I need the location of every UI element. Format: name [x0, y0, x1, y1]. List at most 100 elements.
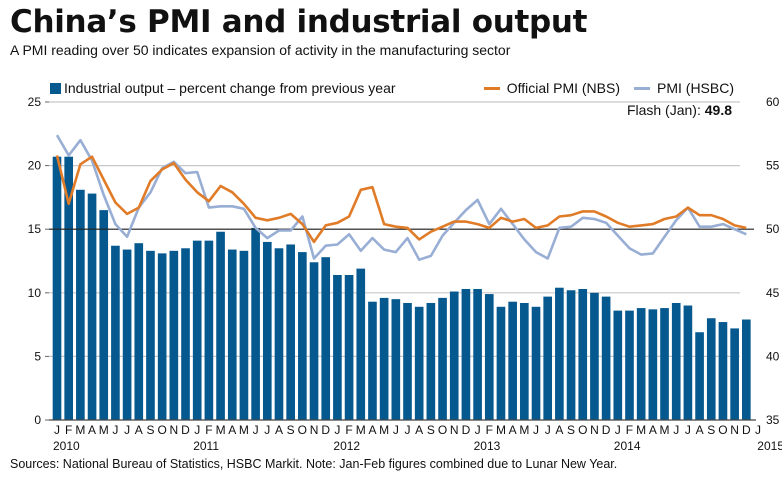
right-axis-tick-label: 55 [766, 159, 780, 173]
legend-swatch-nbs [483, 86, 500, 90]
right-axis-tick-label: 60 [766, 95, 780, 109]
flash-annotation: Flash (Jan): 49.8 [627, 102, 732, 118]
x-axis-month-label: D [742, 423, 751, 437]
bar-industrial-output [566, 290, 576, 420]
bar-industrial-output [414, 306, 424, 420]
x-axis-month-label: J [405, 423, 411, 437]
bar-industrial-output [286, 244, 295, 420]
x-axis-year-label: 2012 [333, 439, 360, 453]
x-axis-month-label: F [205, 423, 212, 437]
x-axis-month-label: F [626, 423, 633, 437]
x-axis-month-label: S [146, 423, 154, 437]
bar-industrial-output [403, 302, 412, 420]
x-axis-year-label: 2010 [53, 439, 80, 453]
x-axis-month-label: J [685, 423, 691, 437]
x-axis-month-label: M [99, 423, 109, 437]
bar-industrial-output [87, 193, 97, 420]
x-axis-month-label: S [567, 423, 575, 437]
x-axis-month-label: M [519, 423, 529, 437]
chart-subtitle: A PMI reading over 50 indicates expansio… [10, 42, 511, 58]
x-axis-month-label: O [438, 423, 447, 437]
bar-industrial-output [52, 156, 62, 421]
bar-industrial-output [683, 305, 693, 420]
bar-industrial-output [590, 292, 599, 420]
x-axis-month-label: S [427, 423, 435, 437]
bar-industrial-output [671, 302, 681, 420]
line-official-pmi-nbs [55, 155, 747, 244]
chart-footer: Sources: National Bureau of Statistics, … [10, 457, 618, 471]
legend-label-industrial-output: Industrial output – percent change from … [64, 80, 396, 96]
bar-industrial-output [344, 274, 354, 420]
bar-industrial-output [356, 268, 366, 420]
x-axis-month-label: J [533, 423, 539, 437]
x-axis-month-label: M [636, 423, 646, 437]
bar-industrial-output [99, 210, 109, 420]
x-axis-month-label: O [578, 423, 587, 437]
bar-industrial-output [251, 227, 260, 420]
x-axis-month-label: M [660, 423, 670, 437]
bar-industrial-output [613, 310, 623, 420]
x-axis-month-label: M [496, 423, 506, 437]
x-axis-month-label: D [181, 423, 190, 437]
legend-industrial-output: Industrial output – percent change from … [50, 80, 396, 96]
x-axis-month-label: S [707, 423, 715, 437]
legend-swatch-bar [50, 82, 61, 94]
bar-industrial-output [111, 245, 120, 420]
x-axis-month-label: A [555, 423, 563, 437]
x-axis-month-label: M [379, 423, 389, 437]
x-axis-month-label: M [216, 423, 226, 437]
bar-industrial-output [227, 249, 237, 420]
x-axis-month-label: J [755, 423, 761, 437]
bar-industrial-output [298, 252, 307, 420]
x-axis-month-label: O [157, 423, 166, 437]
left-axis-tick-label: 5 [34, 349, 41, 363]
bar-industrial-output [484, 294, 494, 420]
x-axis-month-label: J [393, 423, 399, 437]
bar-industrial-output [309, 262, 319, 420]
x-axis-year-label: 2011 [193, 439, 219, 453]
bar-industrial-output [648, 309, 658, 420]
bar-industrial-output [601, 296, 611, 420]
left-axis-tick-label: 25 [28, 95, 42, 109]
right-axis-tick-label: 40 [766, 349, 780, 363]
bar-industrial-output [262, 241, 272, 420]
bar-industrial-output [718, 322, 728, 420]
bar-industrial-output [216, 231, 225, 420]
bar-industrial-output [368, 301, 377, 420]
bar-industrial-output [157, 253, 167, 420]
x-axis-month-label: A [509, 423, 517, 437]
bar-industrial-output [449, 291, 459, 420]
x-axis-month-label: D [321, 423, 330, 437]
x-axis-month-label: F [486, 423, 493, 437]
legend-item-nbs: Official PMI (NBS) [483, 80, 620, 96]
x-axis-month-label: M [239, 423, 249, 437]
x-axis-month-label: A [649, 423, 657, 437]
line-pmi-hsbc [55, 134, 747, 262]
x-axis-month-label: J [124, 423, 130, 437]
x-axis-month-label: A [228, 423, 236, 437]
bar-industrial-output [426, 302, 436, 420]
bar-industrial-output [706, 318, 716, 420]
x-axis-month-label: J [253, 423, 259, 437]
x-axis-month-label: N [169, 423, 178, 437]
left-axis-tick-label: 0 [34, 413, 41, 427]
x-axis-year-label: 2013 [474, 439, 501, 453]
x-axis-month-label: A [88, 423, 96, 437]
legend-item-hsbc: PMI (HSBC) [634, 80, 734, 96]
x-axis-month-label: J [334, 423, 340, 437]
bar-industrial-output [438, 297, 447, 420]
right-axis-tick-label: 35 [766, 413, 780, 427]
left-axis-tick-label: 15 [28, 222, 42, 236]
legend-swatch-hsbc [634, 86, 650, 90]
x-axis-month-label: N [450, 423, 459, 437]
legend-label-nbs: Official PMI (NBS) [506, 80, 620, 96]
bar-industrial-output [636, 308, 646, 420]
x-axis-year-label: 2014 [614, 439, 641, 453]
bar-industrial-output [473, 288, 482, 420]
left-axis-tick-label: 20 [28, 159, 42, 173]
chart-title: China’s PMI and industrial output [10, 4, 588, 40]
bar-industrial-output [146, 250, 155, 420]
x-axis-month-label: J [54, 423, 60, 437]
bar-industrial-output [134, 243, 144, 420]
